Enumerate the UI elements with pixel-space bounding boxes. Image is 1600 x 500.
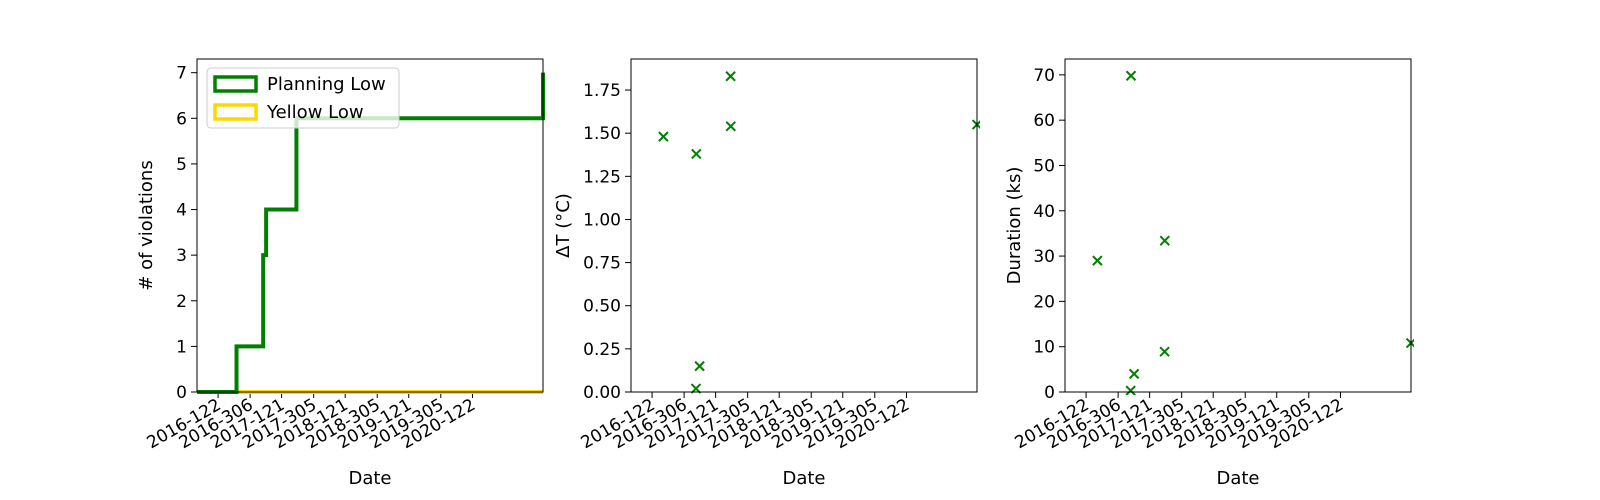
y-tick-label: 0.00 xyxy=(583,383,621,403)
y-tick-label: 0 xyxy=(1044,383,1055,403)
chart-panel-2: 2016-1222016-3062017-1212017-3052018-121… xyxy=(553,58,980,489)
data-point xyxy=(691,148,702,160)
plot-frame xyxy=(630,58,978,393)
y-tick-label: 5 xyxy=(176,155,187,175)
y-tick-label: 20 xyxy=(1033,292,1055,312)
legend: Planning Low Yellow Low xyxy=(206,67,400,129)
y-tick-label: 1.50 xyxy=(583,124,621,144)
y-tick-label: 1.25 xyxy=(583,167,621,187)
y-tick-label: 0.25 xyxy=(583,340,621,360)
data-point xyxy=(1125,385,1136,395)
plot-data xyxy=(658,71,980,394)
plot-frame xyxy=(196,58,544,393)
data-point xyxy=(1125,70,1137,81)
legend-swatch xyxy=(213,75,258,93)
x-axis-label: Date xyxy=(782,468,825,489)
y-tick-label: 30 xyxy=(1033,247,1055,267)
data-point xyxy=(725,121,736,132)
y-tick-label: 4 xyxy=(176,201,187,221)
data-point xyxy=(1159,346,1170,357)
y-tick-label: 3 xyxy=(176,246,187,266)
legend-label: Yellow Low xyxy=(266,102,364,123)
y-tick-label: 70 xyxy=(1033,66,1055,86)
plot-data xyxy=(1092,70,1414,395)
y-tick-label: 1.00 xyxy=(583,210,621,230)
data-point xyxy=(1128,368,1140,380)
x-axis-label: Date xyxy=(348,468,391,489)
y-tick-label: 0.75 xyxy=(583,254,621,274)
chart-panel-1: 2016-1222016-3062017-1212017-3052018-121… xyxy=(136,58,545,489)
data-point xyxy=(725,71,736,82)
y-tick-label: 0.50 xyxy=(583,297,621,317)
x-axis-label: Date xyxy=(1216,468,1259,489)
y-axis-label: # of violations xyxy=(136,160,157,290)
y-axis-label: Duration (ks) xyxy=(1004,167,1025,285)
y-axis-label: ΔT (°C) xyxy=(553,193,574,258)
y-tick-label: 1 xyxy=(176,337,187,357)
y-tick-label: 6 xyxy=(176,109,187,129)
data-point xyxy=(1092,255,1103,266)
data-point xyxy=(1159,235,1170,246)
data-point xyxy=(694,360,705,372)
y-tick-label: 2 xyxy=(176,292,187,312)
chart-panel-3: 2016-1222016-3062017-1212017-3052018-121… xyxy=(1004,58,1414,489)
y-tick-label: 1.75 xyxy=(583,81,621,101)
plot-frame xyxy=(1064,58,1412,393)
legend-label: Planning Low xyxy=(267,74,386,95)
y-tick-label: 50 xyxy=(1033,156,1055,176)
data-point xyxy=(658,131,669,142)
y-tick-label: 0 xyxy=(176,383,187,403)
y-tick-label: 10 xyxy=(1033,338,1055,358)
y-tick-label: 60 xyxy=(1033,111,1055,131)
y-tick-label: 7 xyxy=(176,64,187,84)
y-tick-label: 40 xyxy=(1033,202,1055,222)
legend-swatch xyxy=(213,103,258,121)
